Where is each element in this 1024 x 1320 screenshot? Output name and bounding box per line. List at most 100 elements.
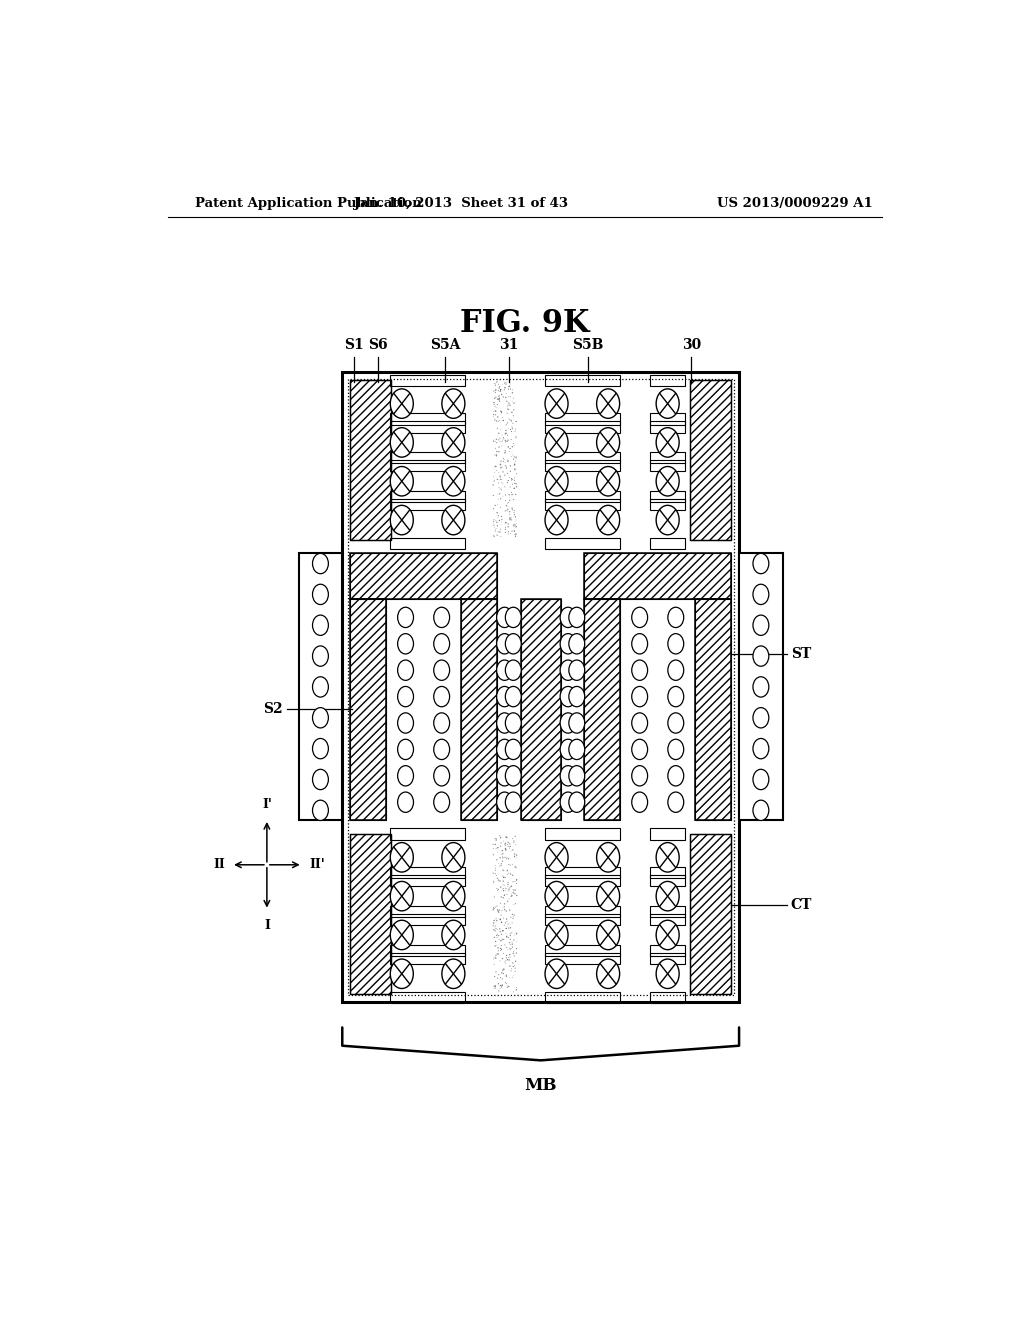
Point — [486, 886, 503, 907]
Point — [501, 387, 517, 408]
Text: CT: CT — [791, 898, 812, 912]
Point — [497, 441, 513, 462]
Point — [508, 411, 524, 432]
Point — [503, 446, 519, 467]
Point — [497, 500, 513, 521]
Point — [488, 865, 505, 886]
Point — [485, 845, 502, 866]
Point — [505, 981, 521, 1002]
Point — [494, 975, 510, 997]
Point — [498, 923, 514, 944]
Bar — [650, 906, 685, 917]
Circle shape — [312, 770, 329, 789]
Point — [493, 469, 509, 490]
Point — [507, 834, 523, 855]
Point — [497, 884, 513, 906]
Point — [506, 470, 522, 491]
Point — [495, 411, 511, 432]
Circle shape — [506, 739, 521, 759]
Point — [493, 498, 509, 519]
Point — [494, 401, 510, 422]
Point — [508, 524, 524, 545]
Point — [485, 392, 502, 413]
Point — [504, 417, 520, 438]
Point — [485, 515, 502, 536]
Text: Jan. 10, 2013  Sheet 31 of 43: Jan. 10, 2013 Sheet 31 of 43 — [354, 197, 568, 210]
Point — [501, 379, 517, 400]
Point — [496, 830, 512, 851]
Point — [505, 445, 521, 466]
Point — [501, 946, 517, 968]
Point — [507, 507, 523, 528]
Point — [494, 506, 510, 527]
Point — [486, 978, 503, 999]
Circle shape — [597, 428, 620, 457]
Point — [493, 921, 509, 942]
Point — [498, 422, 514, 444]
Bar — [690, 834, 731, 994]
Point — [489, 525, 506, 546]
Point — [494, 912, 510, 933]
Bar — [390, 421, 465, 433]
Point — [493, 935, 509, 956]
Point — [499, 834, 515, 855]
Circle shape — [632, 686, 647, 706]
Point — [493, 939, 509, 960]
Circle shape — [569, 607, 585, 627]
Point — [505, 391, 521, 412]
Point — [495, 898, 511, 919]
Point — [486, 898, 503, 919]
Point — [507, 883, 523, 904]
Point — [506, 965, 522, 986]
Point — [488, 502, 505, 523]
Point — [507, 467, 523, 488]
Point — [487, 455, 504, 477]
Point — [490, 902, 507, 923]
Point — [506, 399, 522, 420]
Point — [506, 515, 522, 536]
Point — [490, 964, 507, 985]
Point — [497, 833, 513, 854]
Point — [507, 957, 523, 978]
Point — [498, 953, 514, 974]
Point — [488, 504, 505, 525]
Point — [493, 828, 509, 849]
Point — [503, 863, 519, 884]
Point — [499, 937, 515, 958]
Point — [485, 457, 502, 478]
Point — [497, 424, 513, 445]
Point — [486, 975, 503, 997]
Point — [488, 429, 505, 450]
Point — [504, 854, 520, 875]
Point — [504, 966, 520, 987]
Point — [486, 393, 503, 414]
Point — [493, 855, 509, 876]
Point — [495, 847, 511, 869]
Point — [486, 495, 503, 516]
Circle shape — [569, 660, 585, 680]
Point — [507, 826, 523, 847]
Circle shape — [312, 615, 329, 635]
Circle shape — [312, 585, 329, 605]
Point — [503, 960, 519, 981]
Point — [499, 449, 515, 470]
Bar — [390, 453, 465, 463]
Text: S1: S1 — [344, 338, 365, 351]
Point — [504, 499, 520, 520]
Bar — [521, 599, 560, 821]
Point — [492, 978, 508, 999]
Point — [489, 837, 506, 858]
Bar — [545, 491, 621, 503]
Point — [502, 968, 518, 989]
Point — [504, 923, 520, 944]
Point — [492, 466, 508, 487]
Circle shape — [497, 660, 512, 680]
Point — [487, 975, 504, 997]
Point — [504, 933, 520, 954]
Point — [500, 437, 516, 458]
Point — [486, 920, 503, 941]
Circle shape — [397, 660, 414, 680]
Point — [496, 880, 512, 902]
Point — [503, 429, 519, 450]
Bar — [350, 380, 391, 540]
